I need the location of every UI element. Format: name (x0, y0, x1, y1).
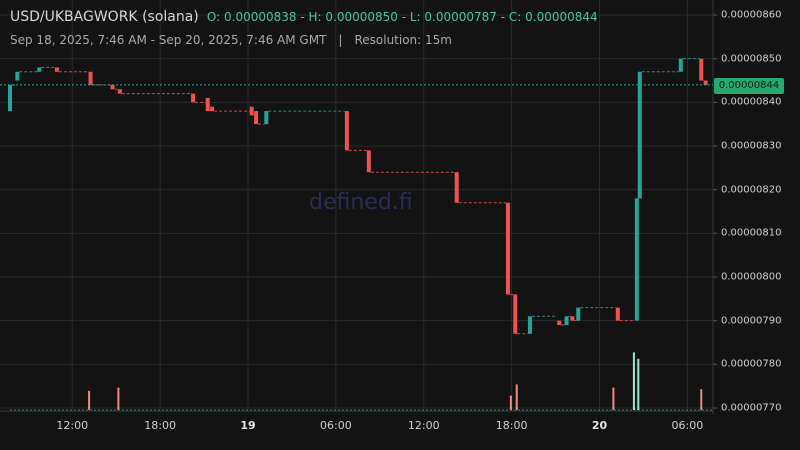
candle-up (576, 307, 581, 321)
candle-down (191, 93, 196, 103)
x-tick-label: 06:00 (671, 419, 704, 432)
candle-down (454, 172, 459, 203)
candle-down (249, 106, 254, 116)
y-tick-label: 0.00000770 (721, 402, 782, 414)
last-price-badge: 0.00000844 (714, 78, 784, 94)
candle-up (37, 67, 42, 72)
candle-up (8, 84, 12, 112)
candle-up (527, 316, 532, 334)
x-tick-label: 18:00 (495, 419, 528, 432)
volume-bar (632, 352, 635, 410)
chart-subheader: Sep 18, 2025, 7:46 AM - Sep 20, 2025, 7:… (10, 33, 452, 47)
candle-up (15, 71, 20, 81)
volume-bar (88, 390, 91, 410)
candle-down (344, 111, 349, 151)
y-tick-label: 0.00000820 (721, 184, 782, 196)
x-tick-label: 18:00 (144, 419, 176, 432)
volume-bar (515, 384, 518, 410)
y-tick-label: 0.00000860 (721, 9, 782, 21)
volume-bar (612, 387, 615, 410)
resolution-label: Resolution: 15m (354, 33, 452, 47)
date-range: Sep 18, 2025, 7:46 AM - Sep 20, 2025, 7:… (10, 33, 327, 47)
candle-up (564, 316, 569, 326)
x-tick-label: 06:00 (320, 419, 352, 432)
chart-header: USD/UKBAGWORK (solana) O: 0.00000838 - H… (10, 9, 598, 25)
volume-bar (509, 395, 512, 410)
x-tick-label: 12:00 (56, 419, 89, 432)
y-tick-label: 0.00000850 (721, 53, 782, 65)
x-tick-label: 12:00 (407, 419, 440, 432)
watermark: defined.fi (309, 190, 413, 215)
candle-down (513, 294, 518, 334)
candle-up (637, 71, 642, 199)
candle-down (254, 111, 259, 125)
candle-down (615, 307, 620, 321)
ohlc-readout: O: 0.00000838 - H: 0.00000850 - L: 0.000… (206, 10, 598, 24)
volume-bar (637, 358, 640, 410)
candle-down (110, 84, 115, 90)
candle-down (699, 58, 704, 81)
candle-down (210, 106, 215, 112)
candle-down (703, 80, 708, 85)
candle-down (88, 71, 93, 85)
candle-down (54, 67, 59, 72)
volume-bar (700, 389, 703, 410)
y-tick-label: 0.00000800 (721, 271, 782, 283)
candle-down (205, 97, 210, 112)
y-tick-label: 0.00000790 (721, 315, 782, 327)
candle-up (678, 58, 683, 72)
y-tick-label: 0.00000780 (721, 358, 782, 370)
volume-bar (117, 387, 120, 410)
candle-up (264, 111, 269, 125)
separator: | (338, 33, 343, 47)
pair-title: USD/UKBAGWORK (solana) (10, 9, 199, 25)
candle-down (505, 202, 510, 295)
candle-down (570, 316, 575, 321)
y-tick-label: 0.00000840 (721, 96, 782, 108)
x-tick-label: 20 (591, 419, 608, 432)
candle-down (117, 89, 122, 94)
y-tick-label: 0.00000810 (721, 227, 782, 239)
x-tick-label: 19 (240, 419, 256, 432)
candle-down (366, 150, 371, 173)
candle-down (557, 320, 562, 326)
candle-up (634, 198, 639, 321)
y-tick-label: 0.00000830 (721, 140, 782, 152)
